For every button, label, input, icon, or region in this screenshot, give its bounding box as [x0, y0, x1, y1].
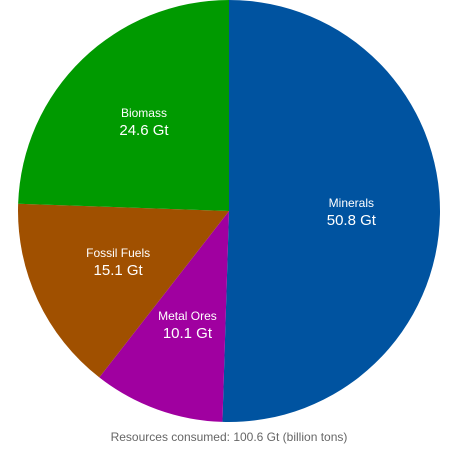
slice-label: Metal Ores: [158, 309, 217, 323]
pie-slice-biomass: [18, 0, 229, 211]
pie-slice-minerals: [222, 0, 440, 422]
slice-value-label: 24.6 Gt: [119, 122, 169, 139]
slice-value-label: 50.8 Gt: [327, 212, 377, 229]
slice-label: Minerals: [329, 196, 374, 210]
pie-chart: Minerals 50.8 Gt Metal Ores 10.1 Gt Fossil F…: [18, 0, 440, 422]
slice-value-label: 10.1 Gt: [163, 325, 213, 342]
pie-slice-metal-ores: [99, 211, 229, 422]
slice-value-label: 15.1 Gt: [94, 262, 144, 279]
chart-caption: Resources consumed: 100.6 Gt (billion to…: [110, 430, 348, 444]
slice-label: Fossil Fuels: [86, 246, 150, 260]
pie-slice-fossil-fuels: [18, 203, 230, 378]
slice-label: Biomass: [121, 106, 167, 120]
